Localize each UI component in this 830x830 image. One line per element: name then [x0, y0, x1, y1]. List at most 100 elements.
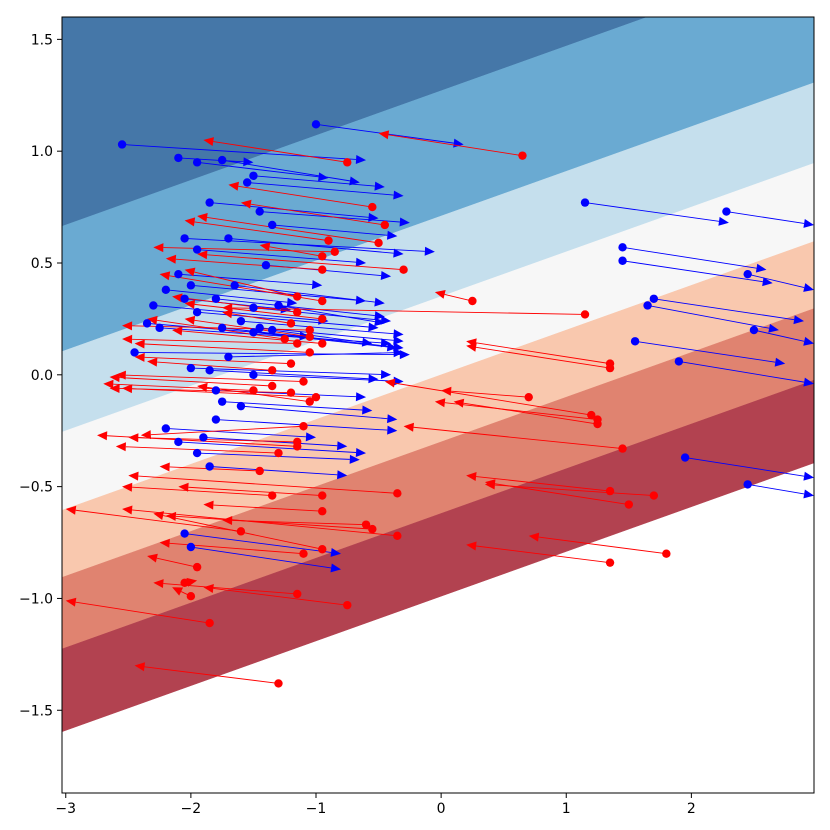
arrowhead-red	[134, 339, 145, 349]
x-tick-label: −1	[306, 801, 327, 817]
arrow-red	[75, 509, 241, 532]
arrowhead-blue	[286, 297, 298, 307]
arrow-blue	[685, 457, 805, 477]
arrow-red	[132, 388, 317, 398]
arrowhead-red	[184, 315, 196, 325]
arrow-blue	[153, 305, 319, 321]
region-band	[62, 82, 814, 433]
point-red	[624, 500, 634, 509]
point-red	[580, 310, 590, 319]
arrow-red	[413, 426, 623, 450]
point-red	[274, 679, 283, 688]
arrowhead-blue	[362, 405, 373, 415]
arrowhead-red	[378, 130, 390, 140]
point-blue	[217, 397, 227, 406]
arrowhead-blue	[374, 181, 385, 191]
point-blue	[180, 294, 189, 303]
point-blue	[674, 357, 684, 366]
point-blue	[743, 269, 752, 279]
arrowhead-red	[165, 254, 177, 264]
point-blue	[630, 337, 640, 346]
arrowhead-red	[122, 334, 133, 344]
point-red	[305, 332, 314, 341]
point-red	[318, 491, 327, 500]
point-red	[311, 392, 321, 402]
arrow-blue	[278, 305, 376, 323]
arrowhead-blue	[368, 374, 379, 384]
arrow-red	[475, 346, 611, 369]
arrow-blue	[747, 273, 805, 288]
point-red	[518, 151, 527, 160]
point-blue	[174, 269, 183, 279]
arrowhead-red	[122, 384, 133, 394]
arrowhead-red	[97, 431, 108, 441]
point-blue	[149, 301, 158, 310]
arrow-blue	[240, 320, 394, 335]
point-blue	[249, 328, 258, 337]
arrow-blue	[122, 144, 357, 160]
region-band	[62, 308, 814, 650]
point-red	[186, 592, 196, 601]
displacement-arrows	[65, 123, 814, 684]
point-red	[236, 527, 246, 536]
point-red	[305, 348, 314, 357]
point-red	[192, 562, 202, 572]
arrowhead-red	[134, 662, 146, 672]
arrow-red	[476, 545, 611, 564]
arrow-red	[494, 483, 629, 505]
arrowhead-blue	[393, 248, 404, 258]
region-band	[62, 162, 814, 511]
arrowhead-blue	[330, 547, 342, 557]
arrow-blue	[159, 327, 382, 344]
arrow-blue	[178, 441, 357, 453]
arrow-blue	[197, 452, 350, 460]
arrow-blue	[584, 202, 720, 222]
arrow-red	[394, 382, 592, 416]
point-red	[618, 444, 627, 453]
point-red	[293, 589, 302, 599]
arrowhead-red	[178, 482, 189, 492]
arrow-red	[232, 307, 586, 315]
arrow-blue	[165, 428, 307, 438]
arrow-red	[444, 293, 473, 302]
region-band	[62, 379, 814, 732]
arrowhead-red	[128, 471, 139, 481]
point-red	[286, 388, 296, 397]
arrowhead-red	[172, 293, 183, 303]
point-red	[649, 491, 659, 500]
point-blue	[242, 178, 252, 187]
point-blue	[649, 294, 659, 303]
arrow-red	[463, 402, 598, 425]
arrowhead-blue	[368, 322, 379, 332]
point-blue	[211, 294, 221, 303]
arrow-red	[131, 509, 398, 537]
arrowhead-blue	[393, 342, 404, 352]
point-blue	[255, 323, 264, 333]
arrow-blue	[190, 367, 382, 375]
arrowhead-red	[147, 315, 158, 325]
point-blue	[224, 234, 233, 243]
point-red	[468, 296, 477, 306]
arrowhead-red	[197, 213, 208, 222]
arrow-blue	[253, 374, 394, 382]
arrowhead-red	[203, 137, 214, 146]
arrowhead-red	[384, 378, 396, 388]
arrowhead-red	[153, 579, 164, 589]
arrowhead-blue	[755, 263, 767, 273]
point-blue	[192, 158, 202, 167]
arrowhead-red	[172, 326, 183, 336]
arrowhead-red	[65, 505, 77, 515]
point-blue	[205, 198, 214, 207]
arrow-red	[269, 246, 323, 257]
arrow-red	[444, 402, 598, 420]
arrow-red	[250, 203, 385, 226]
arrowhead-red	[186, 577, 198, 587]
arrow-blue	[197, 249, 357, 263]
point-blue	[155, 323, 164, 333]
arrow-blue	[726, 211, 805, 224]
point-red	[361, 520, 371, 529]
y-tick-label: 0.5	[31, 256, 53, 272]
point-blue	[236, 316, 246, 326]
arrowhead-red	[147, 357, 158, 367]
arrow-blue	[240, 405, 388, 420]
